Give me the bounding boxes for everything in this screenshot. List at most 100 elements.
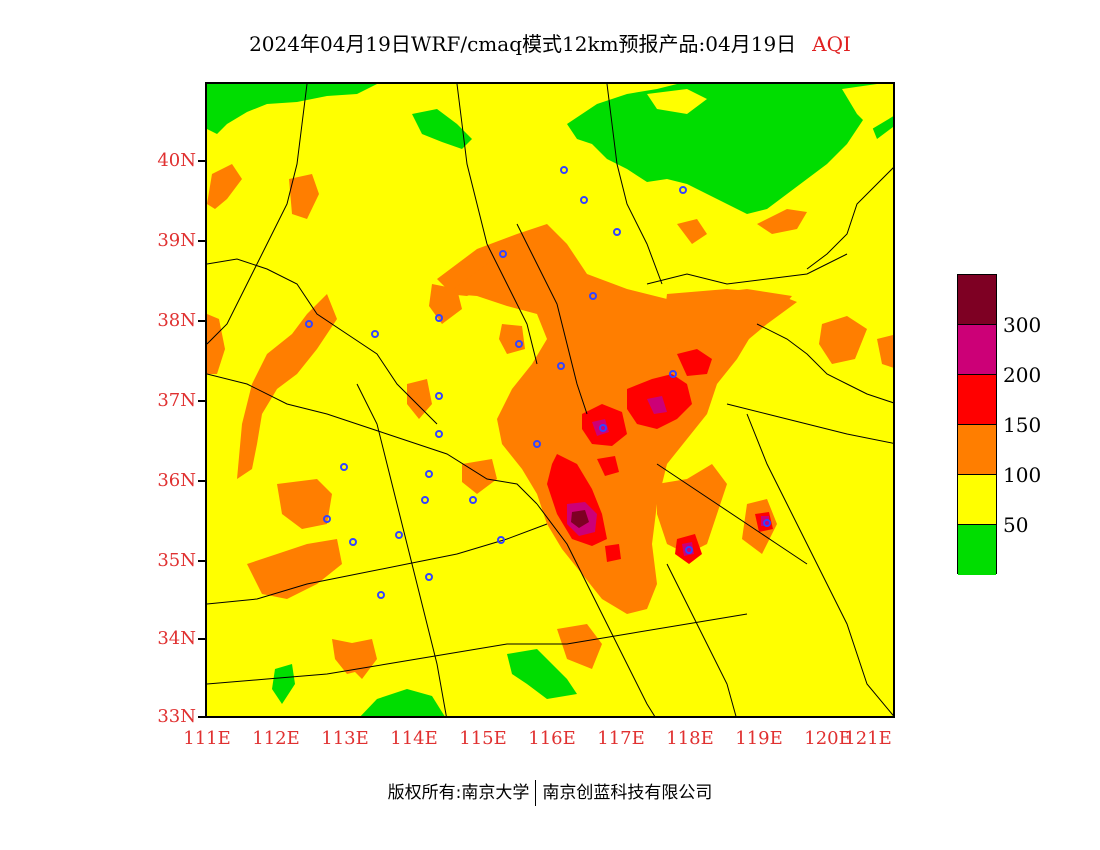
usg-patch-center-west: [407, 379, 432, 419]
usg-patch-south-c: [557, 624, 602, 669]
city-marker: [435, 314, 443, 322]
legend-label-300: 300: [1003, 313, 1042, 337]
lat-label-36: 36N: [157, 470, 196, 491]
good-area-north-center: [412, 109, 472, 149]
lat-tick-33: [198, 716, 206, 718]
unhealthy-hotspot-e: [597, 456, 619, 476]
copyright-footer: 版权所有:南京大学 南京创蓝科技有限公司: [0, 778, 1100, 806]
good-area-south: [360, 689, 445, 716]
city-marker: [499, 250, 507, 258]
moderate-patch-northeast-a: [842, 84, 893, 129]
legend-swatch-hazardous: [958, 275, 996, 325]
city-marker: [679, 186, 687, 194]
lat-tick-35: [198, 560, 206, 562]
usg-band-southwest: [247, 539, 342, 599]
usg-patch-east-coast: [819, 316, 867, 364]
good-area-south-center: [507, 649, 577, 699]
legend-label-150: 150: [1003, 413, 1042, 437]
city-marker: [669, 370, 677, 378]
city-marker: [560, 166, 568, 174]
usg-patch-center: [462, 459, 497, 494]
company-text: 南京创蓝科技有限公司: [542, 783, 713, 803]
unhealthy-hotspot-h: [605, 544, 621, 562]
good-area-southwest: [272, 664, 295, 704]
lon-label-115: 115E: [459, 728, 507, 749]
lat-tick-40: [198, 160, 206, 162]
legend-swatch-unhealthy: [958, 375, 996, 425]
city-marker: [435, 392, 443, 400]
city-marker: [421, 496, 429, 504]
city-marker: [305, 320, 313, 328]
lon-label-118: 118E: [666, 728, 714, 749]
lon-label-120: 120E: [804, 728, 852, 749]
lat-tick-37: [198, 400, 206, 402]
usg-patch-north-east: [677, 219, 707, 244]
city-marker: [685, 546, 693, 554]
legend-swatch-good: [958, 525, 996, 575]
city-marker: [580, 196, 588, 204]
aqi-legend: [957, 274, 997, 575]
good-area-northwest: [207, 84, 377, 134]
lat-label-37: 37N: [157, 390, 196, 411]
city-marker: [435, 430, 443, 438]
hazardous-hotspot: [571, 510, 589, 528]
lon-label-112: 112E: [252, 728, 300, 749]
boundary-lines: [207, 84, 893, 716]
unhealthy-hotspot-c: [677, 349, 712, 376]
legend-swatch-usg: [958, 425, 996, 475]
legend-label-50: 50: [1003, 513, 1029, 537]
lat-label-39: 39N: [157, 230, 196, 251]
very-unhealthy-hotspot-c: [647, 396, 667, 414]
city-marker: [323, 515, 331, 523]
lon-label-119: 119E: [735, 728, 783, 749]
map-title: 2024年04月19日WRF/cmaq模式12km预报产品:04月19日 AQI: [0, 28, 1100, 57]
city-marker: [557, 362, 565, 370]
usg-patch-northwest: [289, 174, 319, 219]
lon-label-114: 114E: [390, 728, 438, 749]
city-marker: [515, 340, 523, 348]
copyright-text: 版权所有:南京大学: [387, 783, 530, 803]
lon-label-121: 121E: [844, 728, 892, 749]
city-marker: [497, 536, 505, 544]
lat-label-34: 34N: [157, 628, 196, 649]
city-marker: [533, 440, 541, 448]
aqi-map[interactable]: [205, 82, 895, 718]
lat-label-35: 35N: [157, 550, 196, 571]
city-marker: [349, 538, 357, 546]
lat-tick-36: [198, 480, 206, 482]
lat-label-40: 40N: [157, 150, 196, 171]
usg-patch-far-east: [877, 335, 893, 368]
city-marker: [425, 573, 433, 581]
footer-separator: [535, 780, 537, 806]
lat-label-38: 38N: [157, 310, 196, 331]
moderate-patch-northeast-b: [647, 89, 707, 114]
title-main: 2024年04月19日WRF/cmaq模式12km预报产品:04月19日: [249, 32, 797, 56]
city-marker: [589, 292, 597, 300]
usg-area-west-band: [237, 294, 337, 479]
lon-label-116: 116E: [528, 728, 576, 749]
lat-tick-34: [198, 638, 206, 640]
city-marker: [395, 531, 403, 539]
city-marker: [377, 591, 385, 599]
legend-swatch-moderate: [958, 475, 996, 525]
usg-patch-southwest: [277, 479, 332, 529]
usg-patch-southeast: [657, 464, 727, 554]
legend-label-200: 200: [1003, 363, 1042, 387]
city-marker: [599, 424, 607, 432]
city-marker: [763, 519, 771, 527]
lon-label-113: 113E: [321, 728, 369, 749]
city-markers: [305, 166, 771, 599]
city-marker: [469, 496, 477, 504]
city-marker: [613, 228, 621, 236]
good-area-northeast: [567, 84, 893, 214]
lon-label-111: 111E: [183, 728, 231, 749]
title-variable: AQI: [812, 32, 851, 56]
legend-label-100: 100: [1003, 463, 1042, 487]
city-marker: [425, 470, 433, 478]
usg-patch-north-band-b: [757, 209, 807, 234]
lat-tick-38: [198, 320, 206, 322]
usg-area-west-north: [207, 164, 242, 209]
lat-tick-39: [198, 240, 206, 242]
usg-patch-south-b: [332, 639, 367, 674]
lat-label-33: 33N: [157, 706, 196, 727]
